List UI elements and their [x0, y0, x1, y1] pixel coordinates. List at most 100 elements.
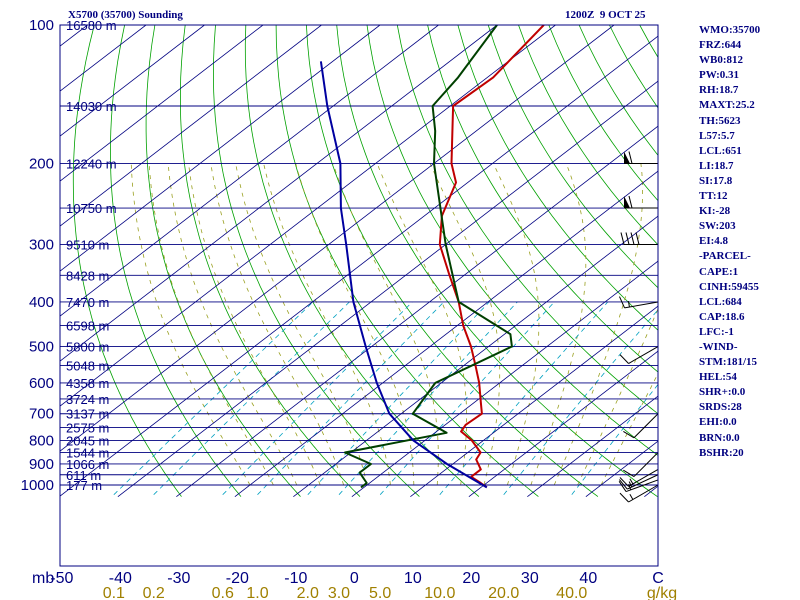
mixing-ratio-label: 1.0 — [246, 585, 268, 600]
dry-adiabat — [791, 25, 800, 497]
wind-barb — [620, 232, 658, 245]
height-label: 5800 m — [66, 340, 109, 355]
temperature-trace — [438, 25, 545, 489]
mixing-ratio-line — [439, 301, 609, 495]
wind-barbs — [618, 151, 659, 503]
isotherm — [60, 25, 322, 227]
barb-full — [628, 151, 633, 164]
index-item: EHI:0.0 — [699, 416, 737, 429]
stability-indices: WMO:35700 FRZ:644 WB0:812 PW:0.31 RH:18.7 MAX… — [699, 23, 760, 461]
barb-staff — [633, 452, 659, 477]
pressure-tick-label: 600 — [29, 375, 54, 392]
temperature-tick-label: 20 — [462, 570, 480, 587]
temperature-tick-label: -50 — [50, 570, 73, 587]
isotherm — [60, 35, 658, 497]
dry-adiabat — [145, 25, 301, 497]
mixing-ratio-line — [338, 301, 518, 495]
height-label: 5048 m — [66, 359, 109, 374]
height-label: 12240 m — [66, 156, 117, 171]
barb-staff — [628, 346, 659, 364]
temperature-tick-label: C — [652, 570, 664, 587]
index-item: EI:4.8 — [699, 235, 729, 248]
mixing-ratio-label: 10.0 — [424, 585, 455, 600]
mixing-ratio-label: 5.0 — [369, 585, 391, 600]
height-label: 6598 m — [66, 318, 109, 333]
height-label: 10750 m — [66, 201, 117, 216]
dry-adiabat — [366, 25, 658, 456]
moist-adiabat — [210, 163, 344, 486]
isotherm — [60, 25, 615, 452]
dry-adiabat — [457, 25, 658, 331]
mixing-ratio-label: 40.0 — [556, 585, 587, 600]
barb-full — [620, 232, 625, 245]
pressure-tick-label: 1000 — [21, 477, 54, 494]
barb-half — [629, 494, 634, 500]
dry-adiabat — [179, 25, 361, 497]
parcel-trace — [319, 61, 488, 489]
index-item: SW:203 — [699, 220, 736, 233]
height-label: 8428 m — [66, 268, 109, 283]
barb-full — [619, 296, 625, 309]
height-label: 177 m — [66, 478, 102, 493]
height-label: 2045 m — [66, 433, 109, 448]
height-label: 4358 m — [66, 376, 109, 391]
isotherm — [176, 125, 658, 497]
valid-time: 1200Z 9 OCT 25 — [565, 9, 646, 21]
barb-staff — [624, 301, 659, 309]
isotherm — [60, 25, 439, 317]
isotherm — [60, 25, 556, 407]
barb-full — [625, 232, 630, 245]
mixing-ratio-label: 2.0 — [297, 585, 319, 600]
index-item: RH:18.7 — [699, 84, 739, 97]
index-item: STM:181/15 — [699, 356, 758, 369]
chart-series — [319, 25, 545, 489]
dry-adiabat — [306, 25, 599, 497]
wind-barb — [619, 296, 659, 309]
dry-adiabat — [396, 25, 658, 415]
barb-half — [627, 300, 630, 308]
mixing-ratio-line — [257, 301, 445, 495]
wind-barb — [624, 151, 658, 164]
temperature-tick-label: -40 — [109, 570, 132, 587]
height-label: 7470 m — [66, 295, 109, 310]
index-item: LCL:684 — [699, 295, 742, 308]
barb-full — [619, 492, 629, 503]
index-item: WB0:812 — [699, 54, 743, 67]
mixing-ratio-label: 20.0 — [488, 585, 519, 600]
mixing-ratio-line — [153, 301, 350, 495]
height-label: 1544 m — [66, 446, 109, 461]
height-label: 9510 m — [66, 237, 109, 252]
temperature-tick-label: 0 — [350, 570, 359, 587]
isotherm — [351, 260, 658, 497]
barb-flag — [624, 151, 630, 164]
dewpoint-trace — [343, 25, 513, 489]
barb-staff — [625, 479, 659, 493]
temperature-tick-label: -30 — [167, 570, 190, 587]
isotherm — [60, 25, 498, 362]
mixing-ratio-label: 0.1 — [103, 585, 125, 600]
mixing-ratio-line — [571, 383, 658, 495]
dry-adiabat — [212, 25, 420, 497]
temperature-tick-label: 10 — [404, 570, 422, 587]
moist-adiabat — [553, 163, 644, 486]
isotherm — [293, 215, 658, 497]
mixing-ratio-line — [503, 309, 658, 495]
isotherm — [117, 80, 658, 497]
height-label: 3137 m — [66, 407, 109, 422]
moist-adiabat — [530, 163, 587, 486]
wind-barb — [619, 474, 659, 490]
temperature-tick-label: 40 — [579, 570, 597, 587]
height-label: 611 m — [66, 468, 101, 483]
barb-full — [618, 481, 627, 492]
barb-staff — [628, 468, 659, 487]
height-label: 14030 m — [66, 99, 117, 114]
dry-adiabat — [761, 25, 800, 497]
isotherm — [585, 440, 658, 497]
mixing-ratio-line — [113, 301, 314, 495]
index-item: KI:-28 — [699, 205, 731, 218]
isotherm — [468, 350, 658, 497]
index-item: -WIND- — [699, 340, 738, 353]
